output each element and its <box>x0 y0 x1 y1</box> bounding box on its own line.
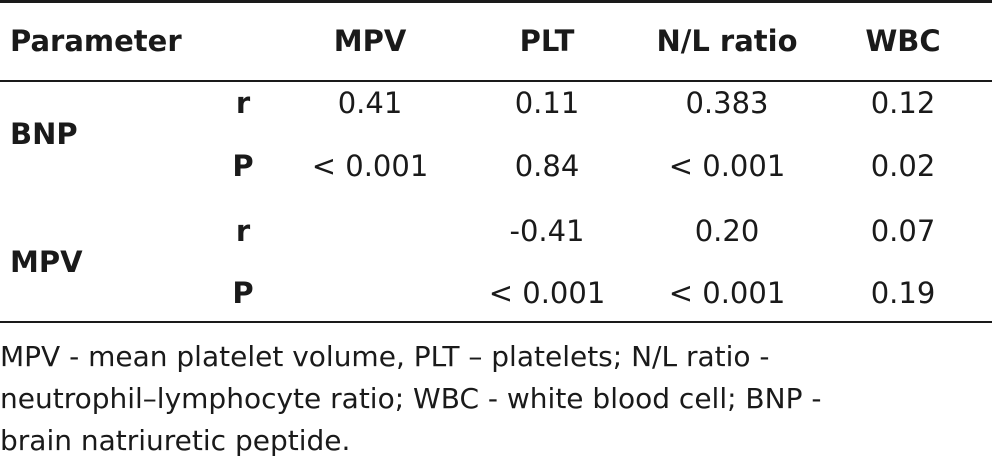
footnote: MPV - mean platelet volume, PLT – platel… <box>0 336 985 462</box>
header-rule <box>0 80 992 82</box>
header-wbc: WBC <box>865 24 941 58</box>
header-mpv: MPV <box>333 24 407 58</box>
table-cell: < 0.001 <box>311 149 429 183</box>
stat-label: r <box>235 86 251 120</box>
header-plt: PLT <box>519 24 575 58</box>
header-nl-ratio: N/L ratio <box>656 24 798 58</box>
table-cell: 0.383 <box>685 86 769 120</box>
table-cell: 0.20 <box>694 214 760 248</box>
table-bottom-rule <box>0 321 992 323</box>
table-cell: 0.07 <box>870 214 936 248</box>
table-cell: 0.19 <box>870 276 936 310</box>
table-cell: < 0.001 <box>668 149 786 183</box>
footnote-line: neutrophil–lymphocyte ratio; WBC - white… <box>0 382 822 415</box>
footnote-line: brain natriuretic peptide. <box>0 424 351 457</box>
table-top-rule <box>0 0 992 3</box>
table-cell: < 0.001 <box>668 276 786 310</box>
header-parameter: Parameter <box>10 24 182 58</box>
table-cell: < 0.001 <box>488 276 606 310</box>
group-label-bnp: BNP <box>10 117 78 151</box>
table-cell: 0.02 <box>870 149 936 183</box>
stat-label: r <box>235 214 251 248</box>
table-cell: 0.41 <box>337 86 403 120</box>
table-cell: 0.12 <box>870 86 936 120</box>
table-cell: -0.41 <box>509 214 585 248</box>
table-cell: 0.84 <box>514 149 580 183</box>
stat-label: P <box>232 276 254 310</box>
stat-label: P <box>232 149 254 183</box>
table-cell: 0.11 <box>514 86 580 120</box>
footnote-line: MPV - mean platelet volume, PLT – platel… <box>0 340 770 373</box>
group-label-mpv: MPV <box>10 245 83 279</box>
